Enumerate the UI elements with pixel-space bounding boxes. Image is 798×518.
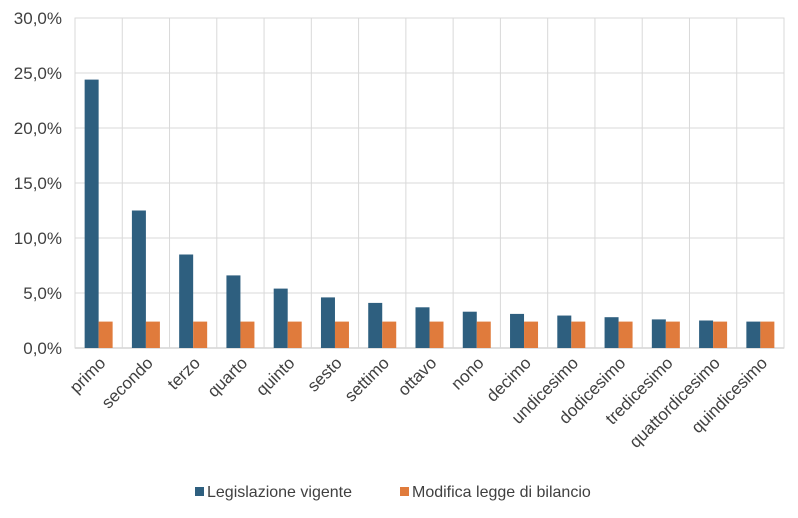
bars: [84, 79, 775, 348]
bar-legislazione-vigente: [651, 319, 666, 348]
legend-swatch: [400, 487, 409, 496]
legend-label: Legislazione vigente: [207, 484, 352, 501]
y-tick-label: 5,0%: [23, 284, 62, 303]
x-tick-label: quinto: [252, 353, 298, 399]
bar-modifica-legge-di-bilancio: [98, 321, 113, 348]
legend-label: Modifica legge di bilancio: [412, 484, 591, 501]
legend-swatch: [195, 487, 204, 496]
bar-legislazione-vigente: [746, 321, 761, 348]
x-tick-label: terzo: [164, 353, 204, 393]
bar-legislazione-vigente: [273, 288, 288, 348]
y-tick-label: 30,0%: [14, 9, 62, 28]
bar-modifica-legge-di-bilancio: [665, 321, 680, 348]
bar-legislazione-vigente: [368, 302, 383, 348]
x-tick-label: settimo: [341, 353, 393, 405]
bar-modifica-legge-di-bilancio: [193, 321, 208, 348]
bar-modifica-legge-di-bilancio: [429, 321, 444, 348]
bar-modifica-legge-di-bilancio: [334, 321, 349, 348]
x-tick-label: nono: [447, 353, 487, 393]
bar-legislazione-vigente: [320, 297, 335, 348]
y-tick-label: 0,0%: [23, 339, 62, 358]
x-tick-label: ottavo: [394, 353, 440, 399]
bar-legislazione-vigente: [179, 254, 194, 348]
bar-modifica-legge-di-bilancio: [618, 321, 633, 348]
bar-legislazione-vigente: [131, 210, 146, 348]
bar-legislazione-vigente: [226, 275, 241, 348]
y-tick-label: 15,0%: [14, 174, 62, 193]
y-tick-label: 10,0%: [14, 229, 62, 248]
y-tick-label: 20,0%: [14, 119, 62, 138]
bar-modifica-legge-di-bilancio: [287, 321, 302, 348]
bar-modifica-legge-di-bilancio: [476, 321, 491, 348]
bar-legislazione-vigente: [462, 311, 477, 348]
bar-modifica-legge-di-bilancio: [240, 321, 255, 348]
x-tick-label: secondo: [98, 353, 157, 412]
bar-legislazione-vigente: [510, 313, 525, 348]
bar-legislazione-vigente: [604, 317, 619, 348]
bar-modifica-legge-di-bilancio: [145, 321, 160, 348]
bar-legislazione-vigente: [699, 320, 714, 348]
bar-modifica-legge-di-bilancio: [524, 321, 539, 348]
bar-modifica-legge-di-bilancio: [713, 321, 728, 348]
x-tick-label: sesto: [304, 353, 346, 395]
bar-legislazione-vigente: [84, 79, 99, 348]
bar-legislazione-vigente: [415, 307, 430, 348]
bar-modifica-legge-di-bilancio: [571, 321, 586, 348]
bar-legislazione-vigente: [557, 315, 572, 348]
bar-modifica-legge-di-bilancio: [760, 321, 775, 348]
legend: Legislazione vigente Modifica legge di bi…: [195, 484, 591, 501]
x-tick-label: primo: [66, 353, 109, 396]
x-tick-label: quarto: [204, 353, 252, 401]
gridlines: [74, 17, 785, 349]
bar-modifica-legge-di-bilancio: [382, 321, 397, 348]
y-tick-label: 25,0%: [14, 64, 62, 83]
y-axis-ticks: 0,0% 5,0% 10,0% 15,0% 20,0% 25,0% 30,0%: [14, 9, 62, 358]
